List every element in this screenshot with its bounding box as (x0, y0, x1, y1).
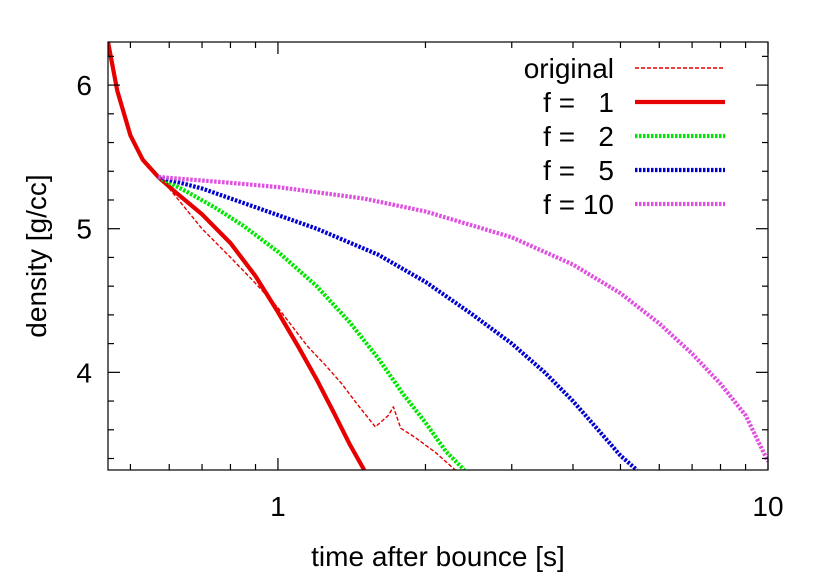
x-axis-label: time after bounce [s] (311, 541, 565, 572)
series-line-0 (108, 42, 456, 470)
y-tick-label: 5 (76, 214, 92, 245)
legend-label: f = 1 (543, 87, 614, 118)
series-line-4 (158, 174, 768, 463)
y-tick-label: 4 (76, 357, 92, 388)
y-axis-label: density [g/cc] (21, 174, 52, 337)
x-tick-label: 1 (270, 491, 286, 522)
legend-label: original (524, 53, 614, 84)
y-tick-label: 6 (76, 70, 92, 101)
series-line-1 (108, 42, 367, 470)
legend-label: f = 5 (543, 155, 614, 186)
series-line-2 (157, 175, 466, 470)
series-layer (108, 42, 768, 470)
x-tick-label: 10 (752, 491, 783, 522)
plot-frame (107, 41, 769, 471)
series-line-3 (157, 174, 639, 470)
ticks-layer: 1 10 4 5 6 (76, 42, 784, 522)
legend-label: f = 2 (543, 121, 614, 152)
legend-label: f = 10 (543, 189, 614, 220)
